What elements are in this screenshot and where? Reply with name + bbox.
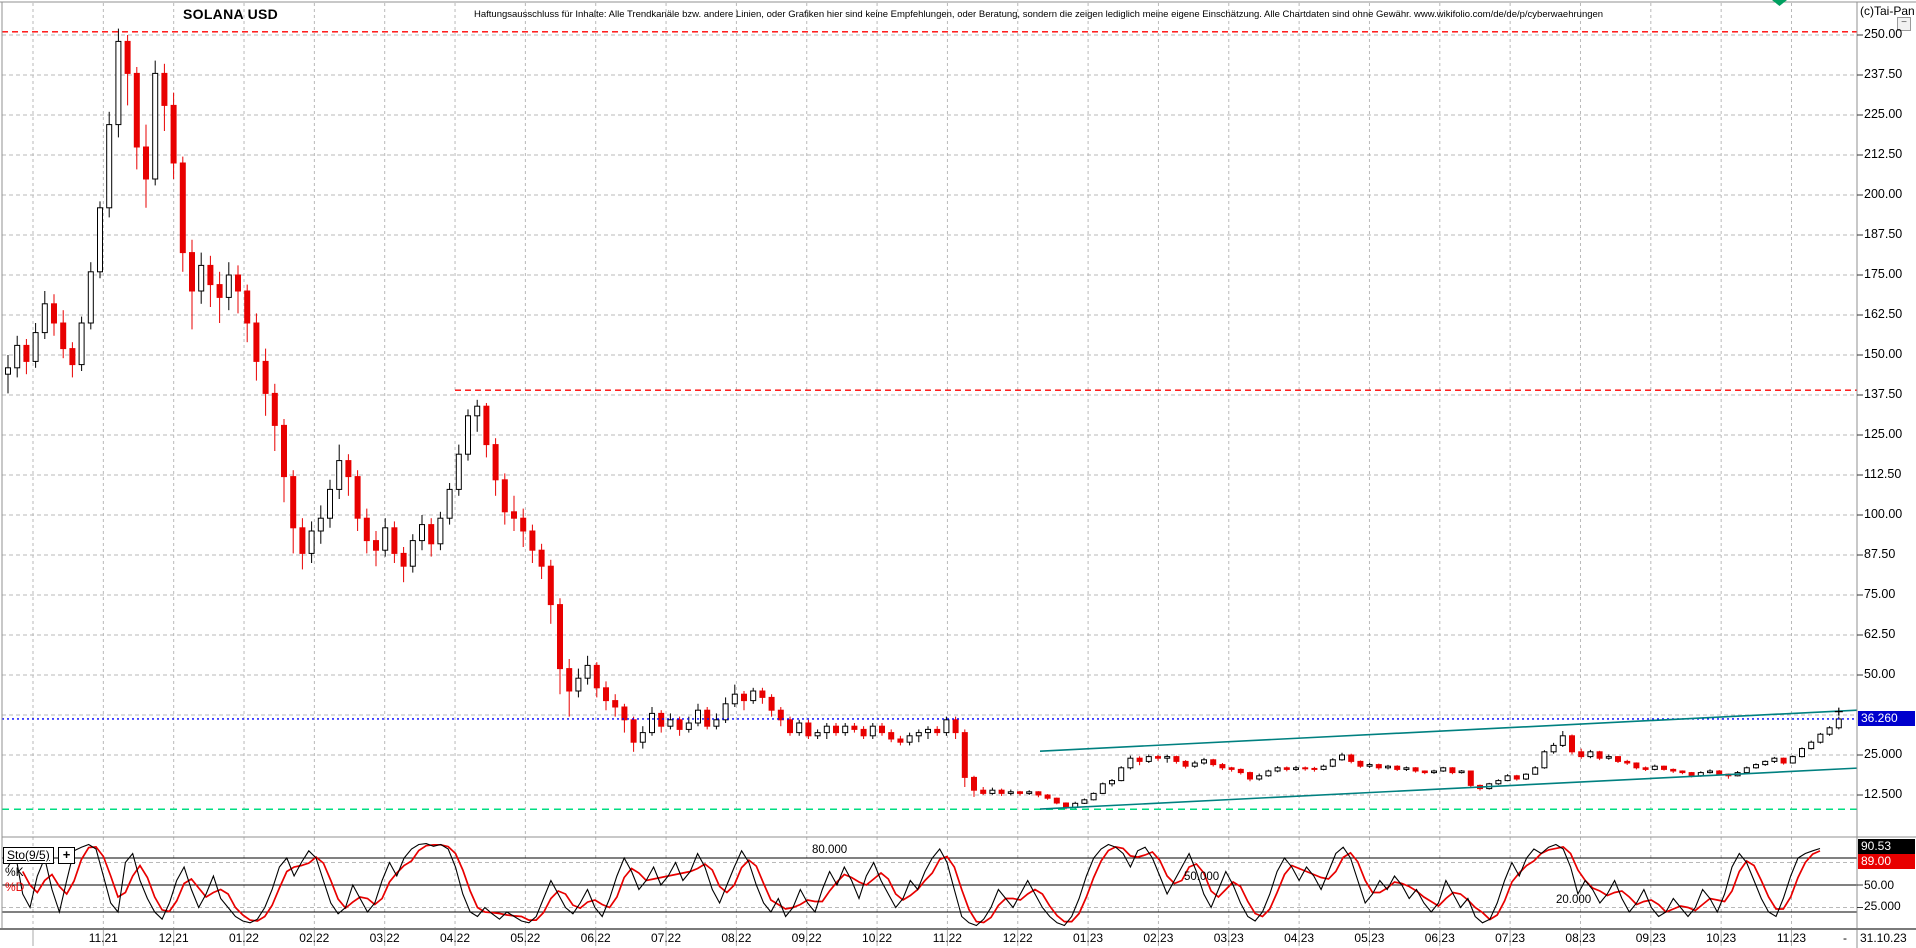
time-axis-label: 04.22 <box>439 931 471 945</box>
stoch-level-20-label: 20.000 <box>1556 894 1592 906</box>
time-axis-label: 10.23 <box>1706 931 1737 945</box>
time-axis-label: 12.21 <box>158 931 189 945</box>
price-axis-label: 225.00 <box>1864 107 1903 121</box>
disclaimer-text: Haftungsausschluss für Inhalte: Alle Tre… <box>474 9 1604 20</box>
price-axis-label: 112.50 <box>1864 467 1902 481</box>
time-axis-label: 10.22 <box>862 931 893 945</box>
time-axis-label: 02.22 <box>299 931 330 945</box>
stoch-level-50-label: 50.000 <box>1184 871 1220 883</box>
chart-title: SOLANA USD <box>183 6 279 22</box>
time-axis-label: 03.23 <box>1213 931 1244 945</box>
price-axis-label: 237.50 <box>1864 67 1903 81</box>
time-axis-label: 09.23 <box>1635 931 1666 945</box>
time-axis-label: 02.23 <box>1143 931 1174 945</box>
price-axis-label: 50.00 <box>1864 667 1896 681</box>
time-axis-label: 01.23 <box>1073 931 1104 945</box>
time-axis-label: 04.23 <box>1284 931 1315 945</box>
price-axis-label: 12.500 <box>1864 787 1903 801</box>
price-axis-label: 75.00 <box>1864 587 1896 601</box>
stoch-axis-label-25: 25.000 <box>1864 899 1901 913</box>
time-axis-label: 01.22 <box>228 931 259 945</box>
add-indicator-button[interactable]: + <box>58 847 75 864</box>
price-axis-label: 212.50 <box>1864 147 1903 161</box>
stoch-d-legend: %D <box>5 880 25 894</box>
stoch-level-80-label: 80.000 <box>812 844 848 856</box>
time-axis-label: 08.22 <box>721 931 752 945</box>
time-axis-label: 03.22 <box>369 931 400 945</box>
price-axis-label: 25.000 <box>1864 747 1903 761</box>
time-axis-label: 11.23 <box>1776 931 1807 945</box>
time-axis-label: 06.22 <box>580 931 611 945</box>
time-axis-label: 08.23 <box>1565 931 1596 945</box>
x-axis-dash: - <box>1843 931 1847 945</box>
price-axis-label: 162.50 <box>1864 307 1903 321</box>
x-axis-last-date: 31.10.23 <box>1860 931 1907 945</box>
price-axis-label: 187.50 <box>1864 227 1903 241</box>
time-axis-label: 07.23 <box>1495 931 1526 945</box>
stoch-k-legend: %K <box>5 865 24 879</box>
collapse-pane-icon[interactable]: − <box>1897 17 1911 31</box>
time-axis-label: 12.22 <box>1002 931 1033 945</box>
time-axis-label: 07.22 <box>651 931 682 945</box>
stoch-k-value-badge: 90.53 <box>1858 839 1915 854</box>
time-axis-label: 09.22 <box>791 931 822 945</box>
time-axis-label: 11.21 <box>88 931 118 945</box>
stoch-axis-label-50: 50.00 <box>1864 878 1895 892</box>
price-axis-label: 100.00 <box>1864 507 1903 521</box>
time-axis-label: 06.23 <box>1424 931 1455 945</box>
price-axis-label: 125.00 <box>1864 427 1903 441</box>
copyright-label: (c)Tai-Pan <box>1860 4 1915 18</box>
time-axis-label: 11.22 <box>932 931 962 945</box>
latest-candle-marker-icon <box>1834 707 1843 716</box>
time-axis-label: 05.22 <box>510 931 541 945</box>
price-axis-label: 62.50 <box>1864 627 1896 641</box>
price-axis-label: 250.00 <box>1864 27 1903 41</box>
price-axis-label: 87.50 <box>1864 547 1896 561</box>
stoch-d-value-badge: 89.00 <box>1858 854 1915 869</box>
indicator-name-button[interactable]: Sto(9/5) <box>3 847 54 864</box>
price-axis-label: 150.00 <box>1864 347 1903 361</box>
price-axis-label: 175.00 <box>1864 267 1903 281</box>
current-price-badge: 36.260 <box>1858 711 1915 726</box>
price-axis-label: 137.50 <box>1864 387 1903 401</box>
time-axis-label: 05.23 <box>1354 931 1385 945</box>
price-axis-label: 200.00 <box>1864 187 1903 201</box>
